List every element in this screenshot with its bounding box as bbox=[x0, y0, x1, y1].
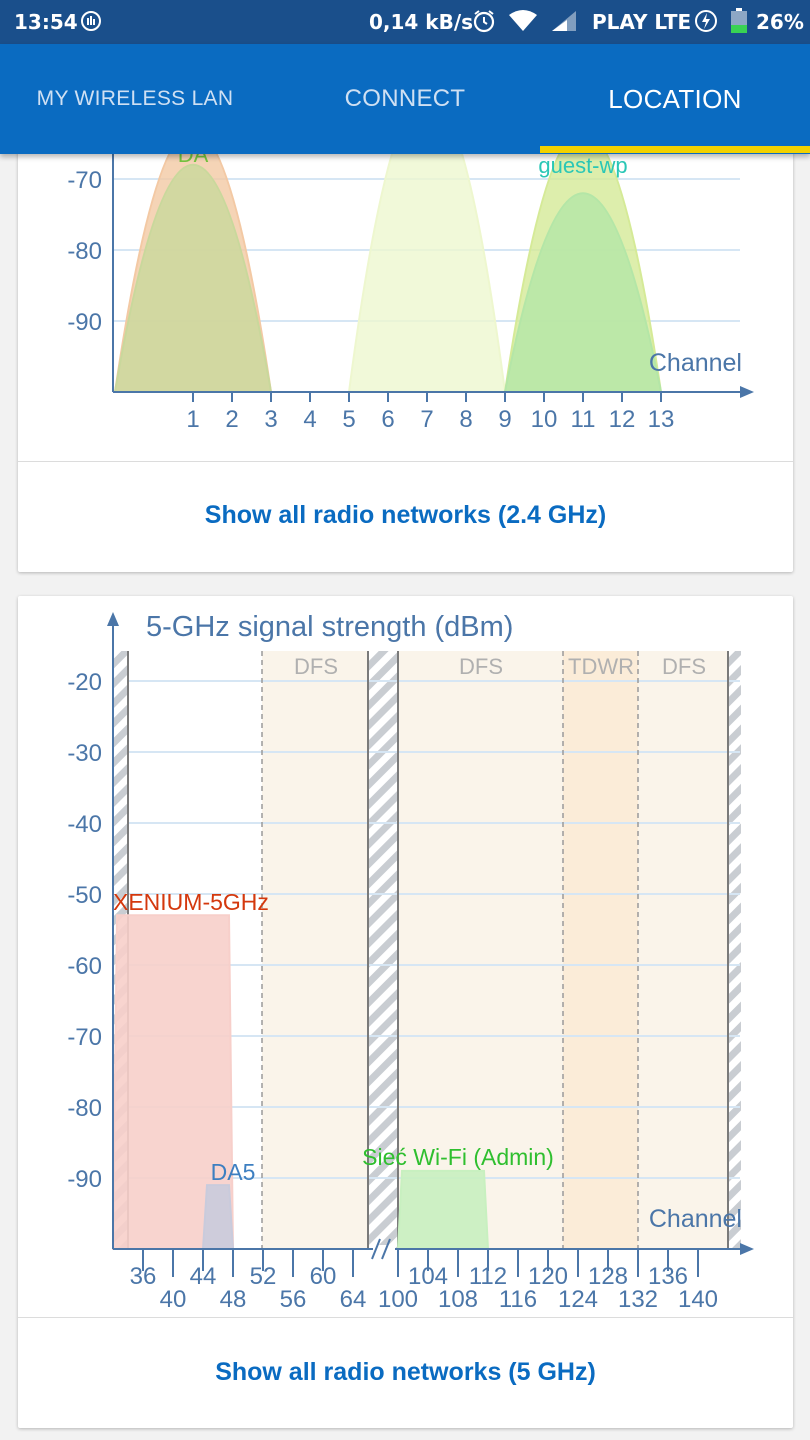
carrier-name: PLAY LTE bbox=[592, 10, 692, 34]
x-tick-label: 44 bbox=[190, 1263, 217, 1290]
y-tick-label: -60 bbox=[67, 953, 102, 980]
x-tick-label: 5 bbox=[342, 406, 355, 433]
dfs-band bbox=[262, 651, 368, 1249]
hatched-strip bbox=[728, 651, 741, 1249]
axis-break-mark bbox=[371, 1238, 381, 1260]
x-tick-label: 48 bbox=[220, 1286, 247, 1313]
alarm-icon bbox=[472, 9, 496, 38]
active-tab-indicator bbox=[540, 146, 810, 153]
signal-icon bbox=[550, 10, 578, 37]
network-area bbox=[396, 1169, 490, 1250]
band-label: TDWR bbox=[568, 654, 634, 679]
axis-break-mark bbox=[381, 1238, 391, 1260]
x-tick-label: 9 bbox=[498, 406, 511, 433]
tab-bar: MY WIRELESS LAN CONNECT LOCATION bbox=[0, 44, 810, 154]
x-tick-label: 3 bbox=[264, 406, 277, 433]
x-tick-label: 64 bbox=[340, 1286, 367, 1313]
tab-label: MY WIRELESS LAN bbox=[36, 87, 234, 110]
tab-my-wireless-lan[interactable]: MY WIRELESS LAN bbox=[0, 44, 270, 154]
card-divider bbox=[18, 1317, 793, 1318]
x-tick-label: 140 bbox=[678, 1286, 718, 1313]
tab-label: LOCATION bbox=[608, 83, 742, 114]
x-tick-label: 4 bbox=[303, 406, 316, 433]
x-tick-label: 116 bbox=[499, 1286, 537, 1313]
y-tick-label: -90 bbox=[67, 309, 102, 336]
x-tick-label: 56 bbox=[280, 1286, 307, 1313]
x-tick-label: 52 bbox=[250, 1263, 277, 1290]
network-area bbox=[201, 1184, 235, 1250]
battery-level: 26% bbox=[756, 10, 804, 34]
show-all-24ghz-button[interactable]: Show all radio networks (2.4 GHz) bbox=[204, 501, 607, 529]
battery-charging-icon bbox=[694, 9, 718, 38]
tab-connect[interactable]: CONNECT bbox=[270, 44, 540, 154]
y-tick-label: -30 bbox=[67, 740, 102, 767]
y-axis-arrow bbox=[107, 612, 119, 626]
band-label: DFS bbox=[294, 654, 338, 679]
network-label: XENIUM-5GHz bbox=[113, 889, 269, 915]
band-label: DFS bbox=[662, 654, 706, 679]
x-tick-label: 13 bbox=[648, 406, 675, 433]
x-tick-label: 6 bbox=[381, 406, 394, 433]
tdwr-band bbox=[563, 651, 638, 1249]
chart-24ghz-card: -70 -80 -90 DA guest-wp 1 2 3 4 5 6 7 8 9 10 11 12 13 Chan… bbox=[18, 100, 793, 572]
band-label: DFS bbox=[459, 654, 503, 679]
x-axis-arrow bbox=[740, 1243, 754, 1255]
battery-icon bbox=[730, 8, 748, 39]
network-label: guest-wp bbox=[538, 153, 627, 178]
x-tick-label: 136 bbox=[648, 1263, 688, 1290]
y-tick-label: -70 bbox=[67, 1024, 102, 1051]
x-tick-label: 11 bbox=[571, 406, 596, 433]
x-tick-label: 108 bbox=[438, 1286, 478, 1313]
x-axis-label: Channel bbox=[649, 1205, 742, 1233]
y-tick-label: -80 bbox=[67, 1095, 102, 1122]
wifi-icon bbox=[508, 10, 538, 37]
x-axis-arrow bbox=[740, 386, 754, 398]
x-tick-label: 60 bbox=[310, 1263, 337, 1290]
x-tick-label: 1 bbox=[186, 406, 199, 433]
hatched-strip bbox=[368, 651, 398, 1249]
tab-label: CONNECT bbox=[344, 85, 466, 112]
x-tick-label: 104 bbox=[408, 1263, 448, 1290]
network-curve bbox=[113, 163, 273, 393]
dfs-band bbox=[398, 651, 563, 1249]
show-all-5ghz-button[interactable]: Show all radio networks (5 GHz) bbox=[215, 1358, 596, 1386]
x-tick-label: 112 bbox=[469, 1263, 507, 1290]
network-speed: 0,14 kB/s bbox=[369, 10, 474, 34]
clock: 13:54 bbox=[14, 10, 78, 34]
x-tick-label: 132 bbox=[618, 1286, 658, 1313]
chart-5ghz: -20 -30 -40 -50 -60 -70 -80 -90 DFS DFS TDWR DFS XEN… bbox=[67, 611, 754, 1313]
network-curve bbox=[503, 192, 663, 393]
x-axis-label: Channel bbox=[649, 349, 742, 377]
chart-5ghz-card: -20 -30 -40 -50 -60 -70 -80 -90 DFS DFS TDWR DFS XEN… bbox=[18, 596, 793, 1428]
y-tick-label: -50 bbox=[67, 882, 102, 909]
y-tick-label: -80 bbox=[67, 238, 102, 265]
y-tick-label: -90 bbox=[67, 1166, 102, 1193]
x-tick-label: 2 bbox=[225, 406, 238, 433]
tab-location[interactable]: LOCATION bbox=[540, 44, 810, 154]
x-tick-label: 124 bbox=[558, 1286, 598, 1313]
y-tick-label: -20 bbox=[67, 669, 102, 696]
x-tick-label: 8 bbox=[459, 406, 472, 433]
card-divider bbox=[18, 461, 793, 462]
x-tick-label: 120 bbox=[528, 1263, 568, 1290]
y-tick-label: -70 bbox=[67, 167, 102, 194]
network-label: Sieć Wi-Fi (Admin) bbox=[362, 1144, 554, 1170]
network-curve bbox=[347, 100, 507, 393]
x-tick-label: 40 bbox=[160, 1286, 187, 1313]
y-tick-label: -40 bbox=[67, 811, 102, 838]
axis-break-gap bbox=[373, 1245, 395, 1253]
x-tick-label: 10 bbox=[531, 406, 558, 433]
x-tick-label: 128 bbox=[588, 1263, 628, 1290]
x-tick-label: 36 bbox=[130, 1263, 157, 1290]
status-bar: 13:54 0,14 kB/s PLAY LTE 26% bbox=[0, 0, 810, 44]
dfs-band bbox=[638, 651, 728, 1249]
x-tick-label: 12 bbox=[609, 406, 636, 433]
x-tick-label: 7 bbox=[420, 406, 433, 433]
chart-title: 5-GHz signal strength (dBm) bbox=[146, 611, 513, 643]
x-tick-label: 100 bbox=[378, 1286, 418, 1313]
network-label: DA5 bbox=[211, 1159, 256, 1185]
activity-icon bbox=[80, 10, 102, 37]
